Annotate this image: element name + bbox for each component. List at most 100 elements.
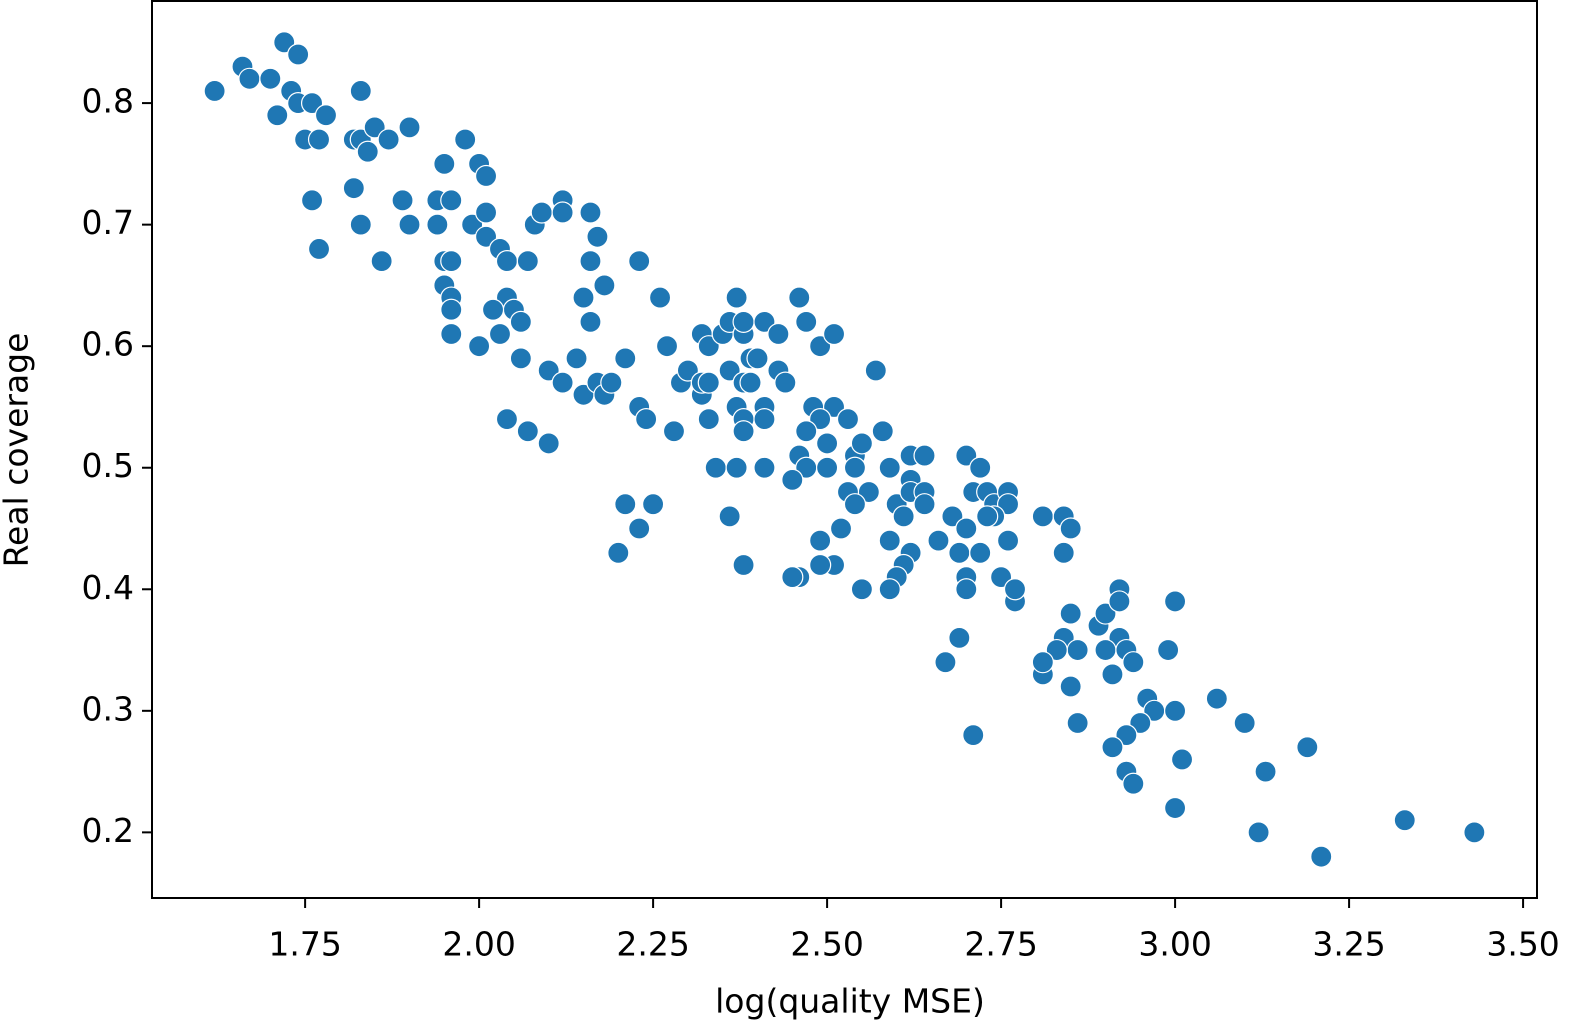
point (913, 444, 936, 467)
point (565, 347, 588, 370)
y-tick-label: 0.6 (82, 325, 134, 364)
point (551, 371, 574, 394)
x-tick-label: 3.50 (1486, 925, 1559, 964)
point (342, 177, 365, 200)
point (1003, 578, 1027, 601)
point (287, 43, 310, 66)
point (468, 335, 491, 358)
point (1066, 638, 1089, 662)
point (593, 274, 616, 297)
point (1247, 821, 1270, 844)
point (509, 347, 532, 370)
point (377, 128, 400, 151)
point (732, 553, 755, 577)
point (976, 505, 999, 528)
point (878, 578, 901, 601)
point (398, 213, 421, 236)
point (816, 456, 839, 479)
point (774, 371, 797, 394)
point (1101, 736, 1124, 759)
point (586, 225, 609, 248)
point (370, 250, 393, 273)
point (1254, 760, 1277, 783)
point (1031, 651, 1054, 674)
point (878, 529, 901, 552)
point (767, 322, 790, 346)
point (259, 67, 282, 90)
point (356, 140, 379, 163)
point (440, 250, 463, 273)
point (969, 456, 992, 479)
plot-frame (151, 0, 1538, 899)
point (753, 408, 776, 431)
point (1163, 699, 1187, 722)
point (349, 79, 372, 103)
point (948, 626, 971, 649)
point (927, 529, 950, 552)
point (1101, 663, 1124, 686)
point (969, 541, 992, 564)
point (878, 456, 901, 479)
point (732, 310, 755, 333)
point (391, 189, 414, 212)
point (809, 529, 832, 552)
point (892, 505, 915, 528)
point (718, 505, 741, 528)
point (530, 201, 553, 224)
point (739, 371, 762, 394)
point (697, 408, 720, 431)
point (614, 347, 637, 370)
point (509, 310, 532, 333)
point (537, 432, 560, 455)
point (1122, 651, 1145, 674)
point (1094, 638, 1117, 662)
x-tick-label: 2.25 (616, 925, 689, 964)
point (300, 189, 324, 212)
point (1163, 796, 1187, 820)
point (662, 420, 686, 443)
y-tick-label: 0.5 (82, 446, 134, 485)
point (836, 408, 860, 431)
point (314, 104, 338, 127)
point (955, 578, 978, 601)
point (1059, 602, 1082, 625)
point (1122, 772, 1145, 795)
x-axis-label: log(quality MSE) (715, 982, 985, 1021)
point (628, 517, 651, 540)
point (822, 322, 846, 346)
point (809, 553, 832, 577)
point (440, 322, 463, 346)
y-tick-label: 0.8 (82, 82, 134, 121)
point (829, 517, 853, 540)
point (495, 408, 519, 431)
x-tick-label: 2.75 (964, 925, 1037, 964)
point (753, 456, 776, 479)
point (579, 310, 602, 333)
y-axis-label: Real coverage (0, 333, 36, 568)
point (781, 566, 804, 589)
point (572, 286, 595, 309)
point (495, 250, 519, 273)
point (725, 286, 748, 309)
point (307, 128, 331, 151)
x-tick-label: 2.00 (442, 925, 515, 964)
point (1205, 687, 1228, 710)
point (1108, 590, 1131, 613)
point (795, 420, 818, 443)
point (648, 286, 672, 309)
point (426, 213, 449, 236)
y-tick-label: 0.7 (82, 203, 134, 242)
point (1393, 809, 1416, 832)
point (781, 468, 804, 491)
point (871, 420, 894, 443)
point (481, 298, 505, 321)
point (607, 541, 630, 564)
point (996, 529, 1020, 552)
point (488, 322, 512, 346)
point (266, 104, 289, 127)
x-tick-label: 1.75 (268, 925, 341, 964)
point (913, 493, 936, 516)
y-tick-label: 0.2 (82, 811, 134, 850)
point (1163, 590, 1187, 613)
